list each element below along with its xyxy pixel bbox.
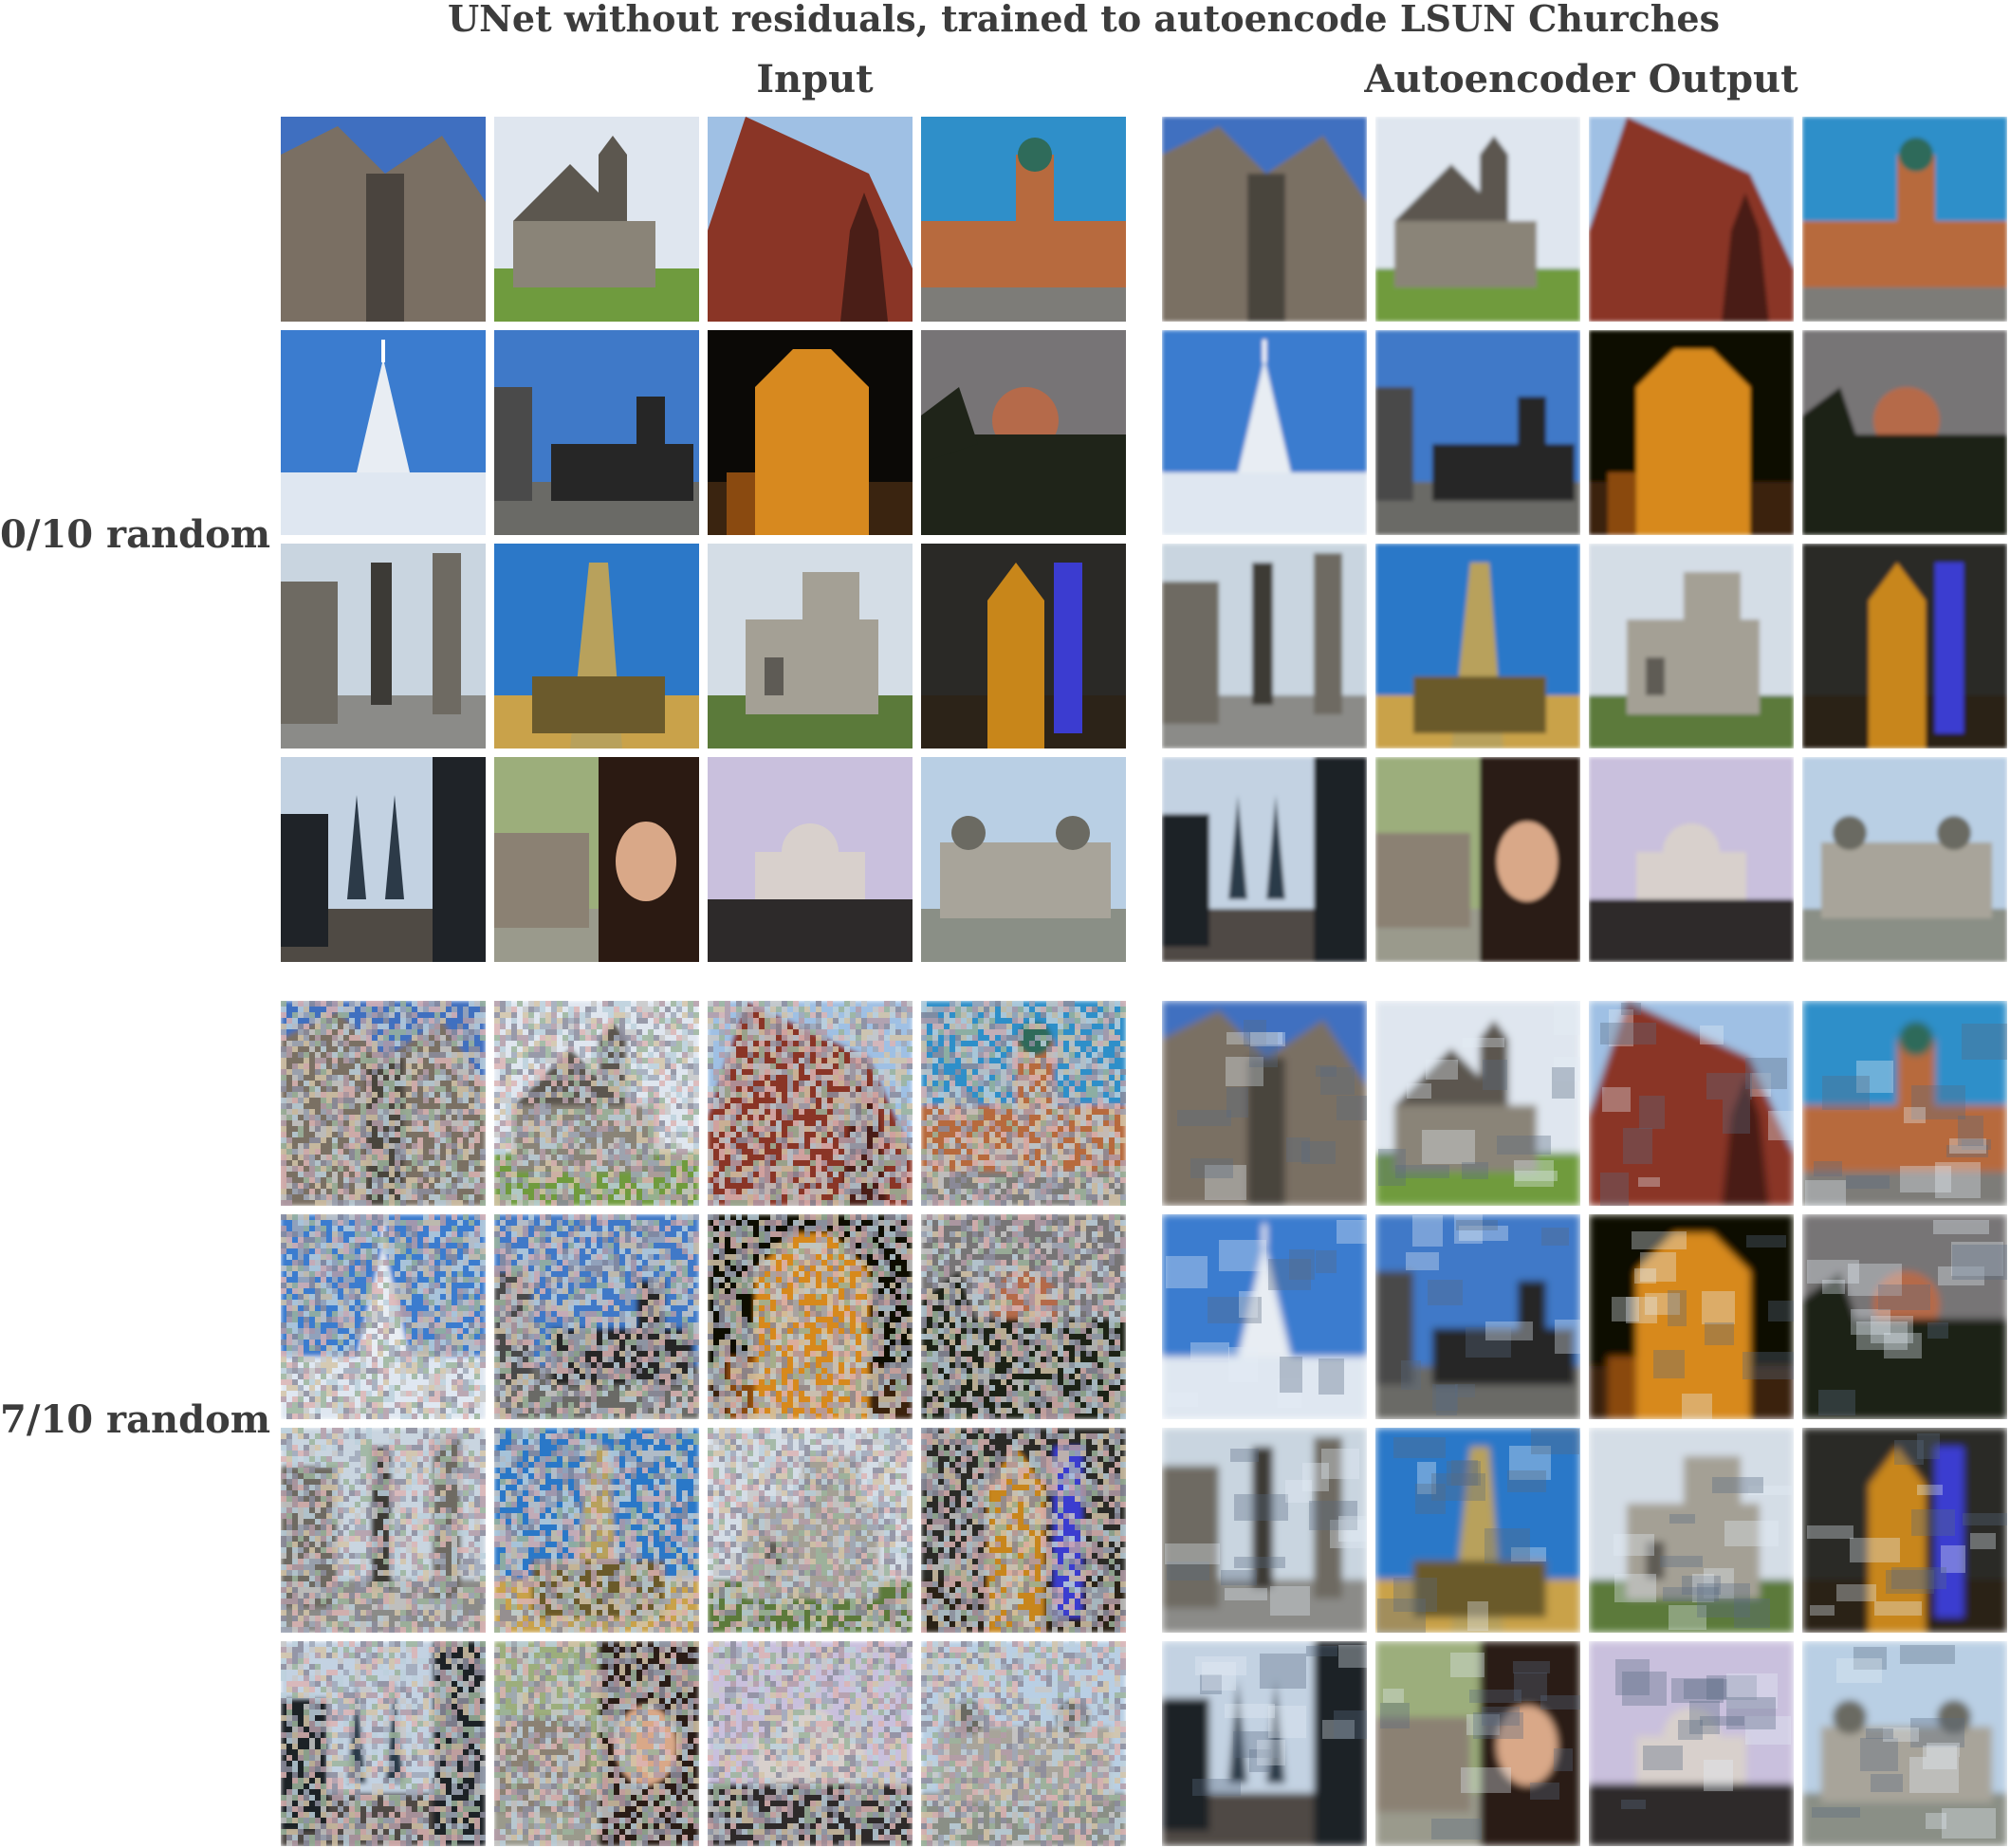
input-image-clean	[708, 330, 913, 535]
input-image-clean	[281, 757, 486, 962]
input-image-noisy	[708, 1428, 913, 1633]
row-label-7-10-random: 7/10 random	[0, 1397, 271, 1442]
column-header-output: Autoencoder Output	[1364, 57, 1798, 102]
input-image-clean	[281, 330, 486, 535]
output-image-noisy	[1162, 1428, 1367, 1633]
input-image-noisy	[494, 1214, 699, 1419]
output-image-clean	[1375, 117, 1580, 322]
output-image-clean	[1589, 757, 1794, 962]
input-image-noisy	[281, 1001, 486, 1206]
input-image-clean	[494, 330, 699, 535]
input-image-clean	[921, 544, 1126, 748]
output-image-clean	[1162, 117, 1367, 322]
input-image-noisy	[281, 1428, 486, 1633]
input-image-clean	[921, 757, 1126, 962]
input-image-noisy	[281, 1214, 486, 1419]
output-image-noisy	[1589, 1214, 1794, 1419]
output-image-noisy	[1589, 1641, 1794, 1846]
output-image-clean	[1589, 330, 1794, 535]
input-image-clean	[708, 757, 913, 962]
output-image-noisy	[1162, 1641, 1367, 1846]
input-image-clean	[708, 544, 913, 748]
input-image-noisy	[921, 1641, 1126, 1846]
input-image-clean	[281, 117, 486, 322]
output-image-noisy	[1375, 1428, 1580, 1633]
output-image-clean	[1375, 757, 1580, 962]
output-image-noisy	[1802, 1001, 2007, 1206]
input-image-noisy	[921, 1001, 1126, 1206]
output-image-clean	[1802, 330, 2007, 535]
input-image-clean	[281, 544, 486, 748]
input-image-noisy	[708, 1001, 913, 1206]
input-image-clean	[921, 330, 1126, 535]
output-image-clean	[1589, 544, 1794, 748]
input-image-clean	[494, 544, 699, 748]
input-image-clean	[708, 117, 913, 322]
output-image-noisy	[1589, 1428, 1794, 1633]
output-image-noisy	[1802, 1641, 2007, 1846]
output-image-noisy	[1375, 1214, 1580, 1419]
output-image-clean	[1802, 757, 2007, 962]
output-image-clean	[1802, 117, 2007, 322]
output-image-clean	[1162, 330, 1367, 535]
input-image-noisy	[708, 1641, 913, 1846]
output-image-noisy	[1162, 1214, 1367, 1419]
output-image-noisy	[1375, 1641, 1580, 1846]
output-image-noisy	[1802, 1214, 2007, 1419]
output-image-clean	[1162, 757, 1367, 962]
output-image-clean	[1802, 544, 2007, 748]
input-image-noisy	[281, 1641, 486, 1846]
input-image-clean	[494, 757, 699, 962]
input-image-noisy	[494, 1641, 699, 1846]
input-image-clean	[494, 117, 699, 322]
input-image-noisy	[708, 1214, 913, 1419]
column-header-input: Input	[756, 57, 874, 102]
output-image-noisy	[1589, 1001, 1794, 1206]
input-image-noisy	[494, 1001, 699, 1206]
input-image-clean	[921, 117, 1126, 322]
output-image-clean	[1162, 544, 1367, 748]
input-image-noisy	[921, 1428, 1126, 1633]
input-image-noisy	[494, 1428, 699, 1633]
row-label-0-10-random: 0/10 random	[0, 512, 271, 557]
output-image-noisy	[1162, 1001, 1367, 1206]
output-image-clean	[1375, 330, 1580, 535]
input-image-noisy	[921, 1214, 1126, 1419]
output-image-noisy	[1802, 1428, 2007, 1633]
output-image-clean	[1589, 117, 1794, 322]
figure-title: UNet without residuals, trained to autoe…	[0, 0, 2010, 40]
output-image-clean	[1375, 544, 1580, 748]
figure-title-text: UNet without residuals, trained to autoe…	[448, 0, 1720, 40]
output-image-noisy	[1375, 1001, 1580, 1206]
